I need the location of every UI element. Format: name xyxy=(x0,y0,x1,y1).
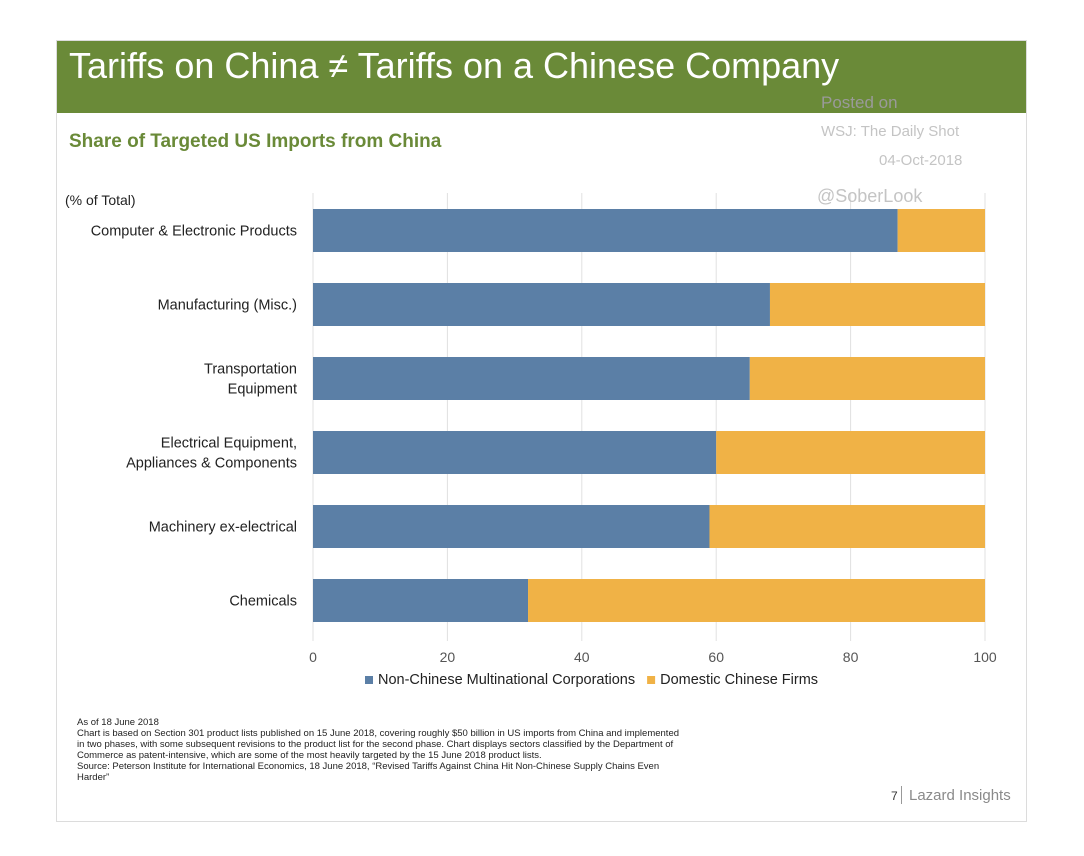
footnote-line: Harder” xyxy=(77,772,110,783)
watermark-date: 04-Oct-2018 xyxy=(879,152,963,169)
bar-domestic-chinese xyxy=(769,283,985,326)
page-separator xyxy=(901,786,902,804)
bar-domestic-chinese xyxy=(897,209,985,252)
watermark-source: WSJ: The Daily Shot xyxy=(821,123,960,140)
footnote-line: Source: Peterson Institute for Internati… xyxy=(77,761,660,772)
chart-subtitle: Share of Targeted US Imports from China xyxy=(69,131,442,152)
bar-chart: 0 20 40 60 80 100 Computer & Electronic Produc… xyxy=(91,193,997,688)
bar-non-chinese xyxy=(313,431,717,474)
category-label: Computer & Electronic Products xyxy=(91,224,297,240)
x-tick-label: 0 xyxy=(309,649,317,665)
category-label: Appliances & Components xyxy=(126,456,297,472)
brand-name: Lazard Insights xyxy=(909,787,1011,804)
bar-non-chinese xyxy=(313,209,898,252)
category-label: Chemicals xyxy=(229,594,297,610)
title-bar: Tariffs on China ≠ Tariffs on a Chinese … xyxy=(57,41,1026,113)
footnote-line: Commerce as patent-intensive, which are … xyxy=(77,750,542,761)
slide-title: Tariffs on China ≠ Tariffs on a Chinese … xyxy=(69,45,840,86)
bar-non-chinese xyxy=(313,283,770,326)
bar-non-chinese xyxy=(313,357,750,400)
bar-domestic-chinese xyxy=(749,357,985,400)
bar-domestic-chinese xyxy=(709,505,985,548)
footnote-line: Chart is based on Section 301 product li… xyxy=(77,728,680,739)
bar-domestic-chinese xyxy=(528,579,985,622)
page-number: 7 xyxy=(891,789,898,803)
category-label: Electrical Equipment, xyxy=(161,436,297,452)
x-tick-label: 80 xyxy=(843,649,859,665)
legend-label: Non-Chinese Multinational Corporations xyxy=(378,672,635,688)
bar-non-chinese xyxy=(313,579,529,622)
x-tick-label: 60 xyxy=(708,649,724,665)
watermark-posted: Posted on xyxy=(821,93,898,112)
slide: Tariffs on China ≠ Tariffs on a Chinese … xyxy=(56,40,1027,822)
legend-swatch xyxy=(365,676,373,684)
bar-non-chinese xyxy=(313,505,710,548)
category-label: Machinery ex-electrical xyxy=(149,520,297,536)
footnotes: As of 18 June 2018 Chart is based on Sect… xyxy=(77,717,877,783)
footnote-line: As of 18 June 2018 xyxy=(77,717,159,728)
watermark-handle: @SoberLook xyxy=(817,186,923,206)
category-label: Transportation xyxy=(204,362,297,378)
legend-label: Domestic Chinese Firms xyxy=(660,672,818,688)
bar-domestic-chinese xyxy=(716,431,985,474)
x-tick-label: 100 xyxy=(973,649,997,665)
category-label: Manufacturing (Misc.) xyxy=(158,298,297,314)
legend-swatch xyxy=(647,676,656,684)
x-tick-label: 40 xyxy=(574,649,590,665)
category-label: Equipment xyxy=(228,382,297,398)
x-tick-label: 20 xyxy=(440,649,456,665)
unit-label: (% of Total) xyxy=(65,192,136,208)
footnote-line: in two phases, with some subsequent revi… xyxy=(77,739,674,750)
